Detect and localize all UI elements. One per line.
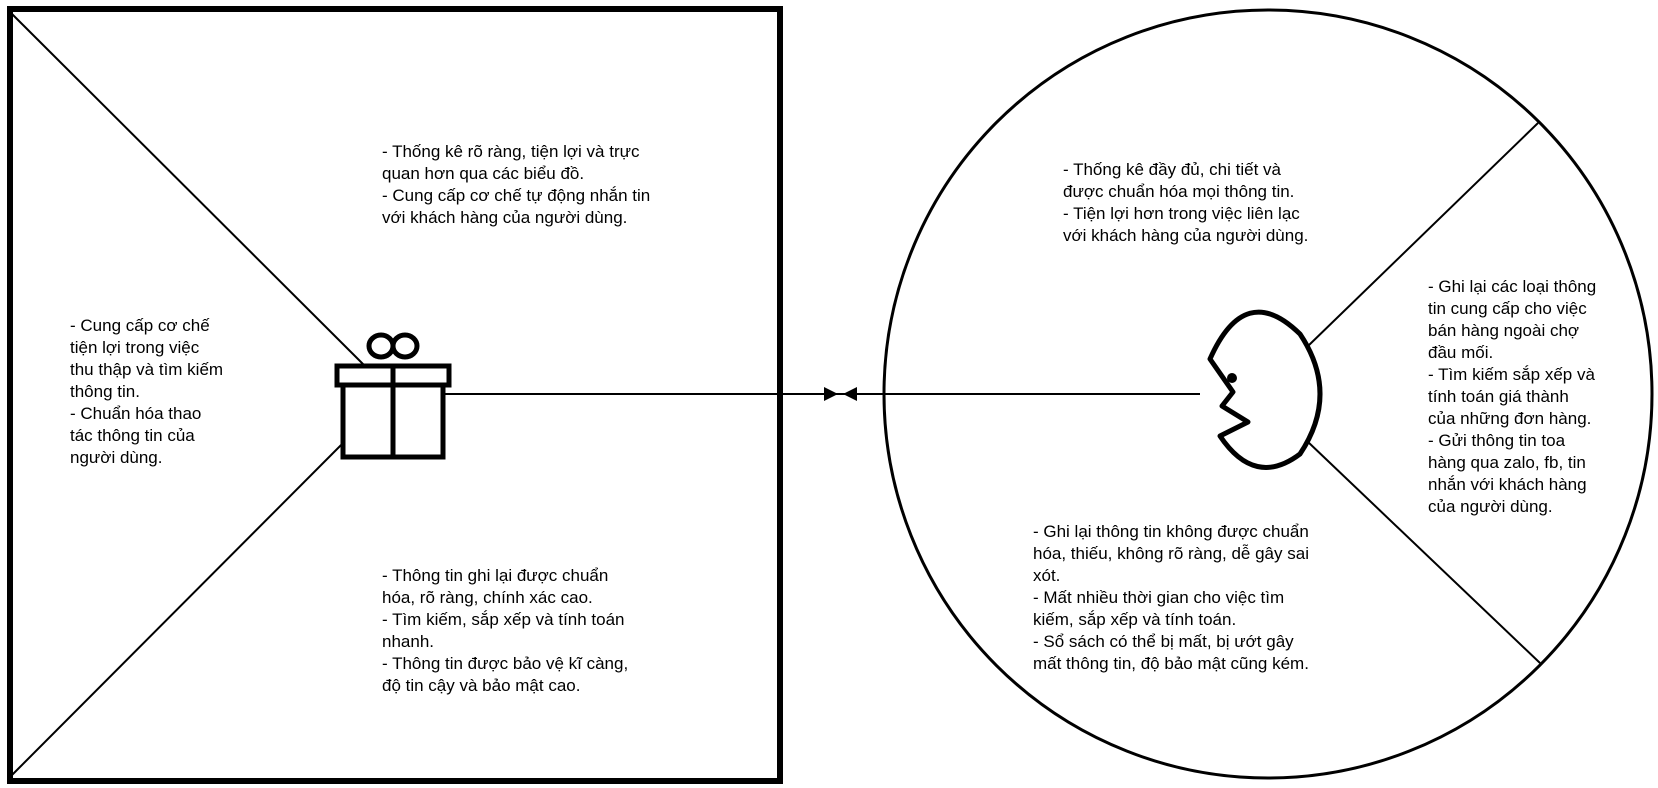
gain-creators-text: - Thống kê rõ ràng, tiện lợi và trực qua… xyxy=(382,142,651,227)
customer-divider-top xyxy=(1306,122,1539,348)
face-icon xyxy=(1207,309,1323,470)
gains-text: - Thống kê đầy đủ, chi tiết và được chuẩ… xyxy=(1063,160,1309,245)
pain-relievers-text: - Thông tin ghi lại được chuẩn hóa, rõ r… xyxy=(382,566,629,695)
products-services-text: - Cung cấp cơ chế tiện lợi trong việc th… xyxy=(70,316,224,467)
value-map-divider-top xyxy=(10,12,373,374)
customer-jobs-text: - Ghi lại các loại thông tin cung cấp ch… xyxy=(1428,277,1597,516)
customer-profile-circle xyxy=(882,8,1654,780)
customer-divider-bottom xyxy=(1306,440,1541,664)
value-map-divider-bottom xyxy=(10,413,373,777)
arrow-left-icon xyxy=(843,387,857,401)
pains-text: - Ghi lại thông tin không được chuẩn hóa… xyxy=(1033,522,1309,673)
gift-icon xyxy=(334,332,452,460)
arrow-right-icon xyxy=(824,387,838,401)
